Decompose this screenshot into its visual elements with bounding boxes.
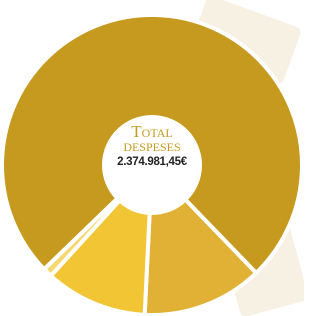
chart-title: Total despeses — [115, 125, 189, 153]
total-label: 2.374.981,45€ — [102, 156, 202, 168]
page: Total despeses 2.374.981,45€ (() => { co… — [0, 0, 304, 316]
center-label: Total despeses 2.374.981,45€ — [102, 125, 202, 168]
